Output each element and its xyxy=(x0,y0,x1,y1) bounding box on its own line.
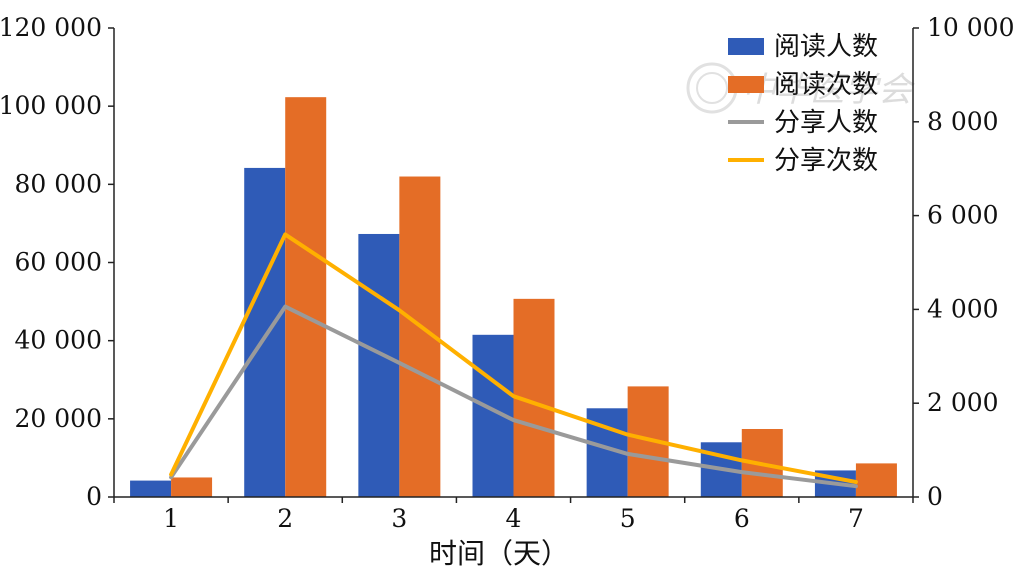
bar-reads-people-3 xyxy=(358,233,400,497)
seal-logo-inner-icon xyxy=(696,72,728,104)
plot-area: 0 20 000 40 000 60 000 80 000 100 000 120 000 0… xyxy=(0,13,1014,533)
bar-reads-people-2 xyxy=(244,167,286,497)
y-right-tick-label: 6 000 xyxy=(927,201,999,230)
y-right-tick-label: 10 000 xyxy=(927,13,1014,42)
legend-label-2: 分享人数 xyxy=(774,108,878,138)
legend-label-0: 阅读人数 xyxy=(774,32,878,62)
y-left-tick-label: 40 000 xyxy=(15,326,102,355)
y-left-tick-label: 20 000 xyxy=(15,404,102,433)
bar-reads-count-7 xyxy=(855,463,897,497)
y-left-tick-label: 0 xyxy=(86,482,102,511)
bar-reads-count-1 xyxy=(171,477,213,497)
x-tick-label-4: 4 xyxy=(506,504,522,533)
bar-reads-count-2 xyxy=(285,97,327,498)
line-shares-people xyxy=(169,304,858,489)
y-left-tick-label: 60 000 xyxy=(15,248,102,277)
y-left-tick-label: 100 000 xyxy=(0,91,102,120)
y-left-tick-label: 120 000 xyxy=(0,13,102,42)
x-tick-label-1: 1 xyxy=(163,504,179,533)
x-tick-label-7: 7 xyxy=(848,504,864,533)
x-tick-label-6: 6 xyxy=(734,504,750,533)
x-tick-label-3: 3 xyxy=(391,504,407,533)
x-tick-label-5: 5 xyxy=(620,504,636,533)
watermark-text: 中华医学会 xyxy=(742,70,916,110)
x-tick-label-2: 2 xyxy=(277,504,293,533)
y-right-tick-label: 4 000 xyxy=(927,294,999,323)
y-right-tick-label: 8 000 xyxy=(927,107,999,136)
y-left-tick-label: 80 000 xyxy=(15,169,102,198)
legend-swatch-1 xyxy=(728,76,764,93)
line-shares-count xyxy=(169,232,858,484)
x-axis-title: 时间（天） xyxy=(429,537,569,570)
y-right-tick-label: 2 000 xyxy=(927,388,999,417)
watermark: 中华医学会 xyxy=(686,62,916,114)
y-right-tick-label: 0 xyxy=(927,482,943,511)
legend-label-3: 分享次数 xyxy=(774,146,878,176)
legend-label-1: 阅读次数 xyxy=(774,70,878,100)
legend-swatch-0 xyxy=(728,38,764,55)
bar-reads-people-1 xyxy=(130,480,172,497)
